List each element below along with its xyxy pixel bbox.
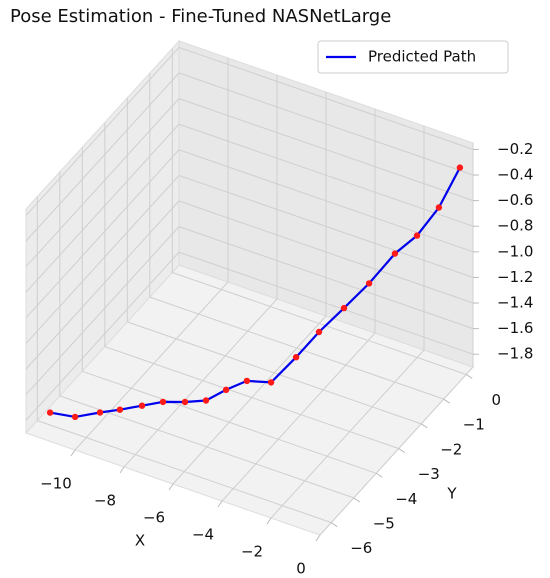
path-point bbox=[202, 397, 210, 404]
tick-label: −2 bbox=[440, 440, 462, 458]
path-point bbox=[159, 398, 167, 406]
tick-label: −4 bbox=[192, 526, 214, 544]
grid-line bbox=[126, 97, 422, 425]
tick-mark bbox=[443, 398, 451, 404]
grid-line bbox=[25, 72, 474, 242]
tick-label: −1.8 bbox=[497, 345, 533, 363]
grid-line bbox=[25, 226, 474, 395]
path-point bbox=[391, 250, 399, 257]
path-point bbox=[222, 386, 230, 393]
path-point bbox=[96, 409, 104, 416]
tick-label: −1 bbox=[463, 416, 485, 434]
grid-line bbox=[104, 122, 399, 450]
panes bbox=[25, 39, 474, 536]
tick-mark bbox=[315, 534, 321, 542]
tick-label: −8 bbox=[94, 492, 116, 510]
tick-mark bbox=[266, 517, 272, 525]
tick-label: −6 bbox=[143, 509, 165, 527]
tick-label: 0 bbox=[492, 391, 502, 409]
tick-mark bbox=[375, 472, 383, 478]
grid-line bbox=[25, 174, 474, 344]
tick-mark bbox=[119, 466, 125, 474]
tick-mark bbox=[465, 374, 473, 379]
tick-label: −1.6 bbox=[497, 319, 533, 337]
plot bbox=[46, 164, 464, 421]
path-point bbox=[292, 354, 300, 361]
legend-box bbox=[317, 40, 509, 74]
tick-label: −0.2 bbox=[497, 140, 533, 158]
grid-line bbox=[149, 73, 444, 400]
tick-mark bbox=[398, 448, 406, 453]
grid-line bbox=[74, 58, 229, 451]
grid-line bbox=[25, 98, 474, 267]
tick-mark bbox=[70, 449, 76, 457]
tick-label: −1.4 bbox=[497, 294, 533, 312]
grid-line bbox=[25, 46, 474, 216]
grid-line bbox=[25, 200, 474, 370]
path-point bbox=[46, 409, 54, 416]
tick-label: −5 bbox=[373, 515, 395, 533]
grid-line bbox=[171, 48, 467, 375]
path-point bbox=[267, 379, 275, 386]
grid-line bbox=[319, 143, 474, 536]
y-axis-label: Y bbox=[446, 485, 457, 503]
grid-line bbox=[221, 109, 376, 502]
grid-line bbox=[59, 171, 354, 499]
tick-label: −3 bbox=[418, 465, 440, 483]
path-point bbox=[456, 164, 464, 171]
grid-line bbox=[25, 149, 474, 319]
path-point bbox=[315, 328, 323, 336]
grid-line bbox=[25, 251, 474, 421]
tick-label: −0.6 bbox=[497, 191, 533, 209]
path-point bbox=[365, 280, 373, 287]
tick-label: −1.2 bbox=[497, 268, 533, 286]
grid-line bbox=[81, 147, 377, 474]
path-point bbox=[435, 204, 443, 211]
tick-label: −0.8 bbox=[497, 217, 533, 235]
tick-label: −1.0 bbox=[497, 242, 533, 260]
tick-label: −4 bbox=[395, 490, 417, 508]
tick-label: −10 bbox=[40, 475, 72, 493]
path-point bbox=[138, 402, 146, 409]
tick-mark bbox=[420, 423, 428, 429]
tick-mark bbox=[330, 522, 338, 528]
grid-line bbox=[172, 92, 327, 485]
tick-label: −2 bbox=[241, 543, 263, 561]
path-point bbox=[71, 413, 79, 421]
grid bbox=[25, 46, 479, 542]
grid-line bbox=[25, 123, 474, 293]
chart-title: Pose Estimation - Fine-Tuned NASNetLarge bbox=[10, 6, 391, 27]
grid-line bbox=[123, 75, 278, 468]
x-axis-label: X bbox=[135, 532, 145, 550]
legend: Predicted Path bbox=[317, 40, 509, 74]
path-point bbox=[243, 377, 251, 385]
grid-line bbox=[36, 196, 332, 524]
legend-label: Predicted Path bbox=[368, 48, 476, 66]
tick-mark bbox=[217, 500, 223, 508]
path-point bbox=[413, 232, 421, 239]
path-point bbox=[116, 406, 124, 413]
tick-mark bbox=[168, 483, 174, 491]
tick-label: −6 bbox=[350, 539, 372, 557]
grid-line bbox=[270, 126, 425, 519]
path-point bbox=[340, 304, 348, 312]
tick-label: 0 bbox=[296, 560, 306, 578]
path-point bbox=[181, 398, 189, 406]
tick-label: −0.4 bbox=[497, 166, 533, 184]
tick-mark bbox=[353, 497, 361, 503]
